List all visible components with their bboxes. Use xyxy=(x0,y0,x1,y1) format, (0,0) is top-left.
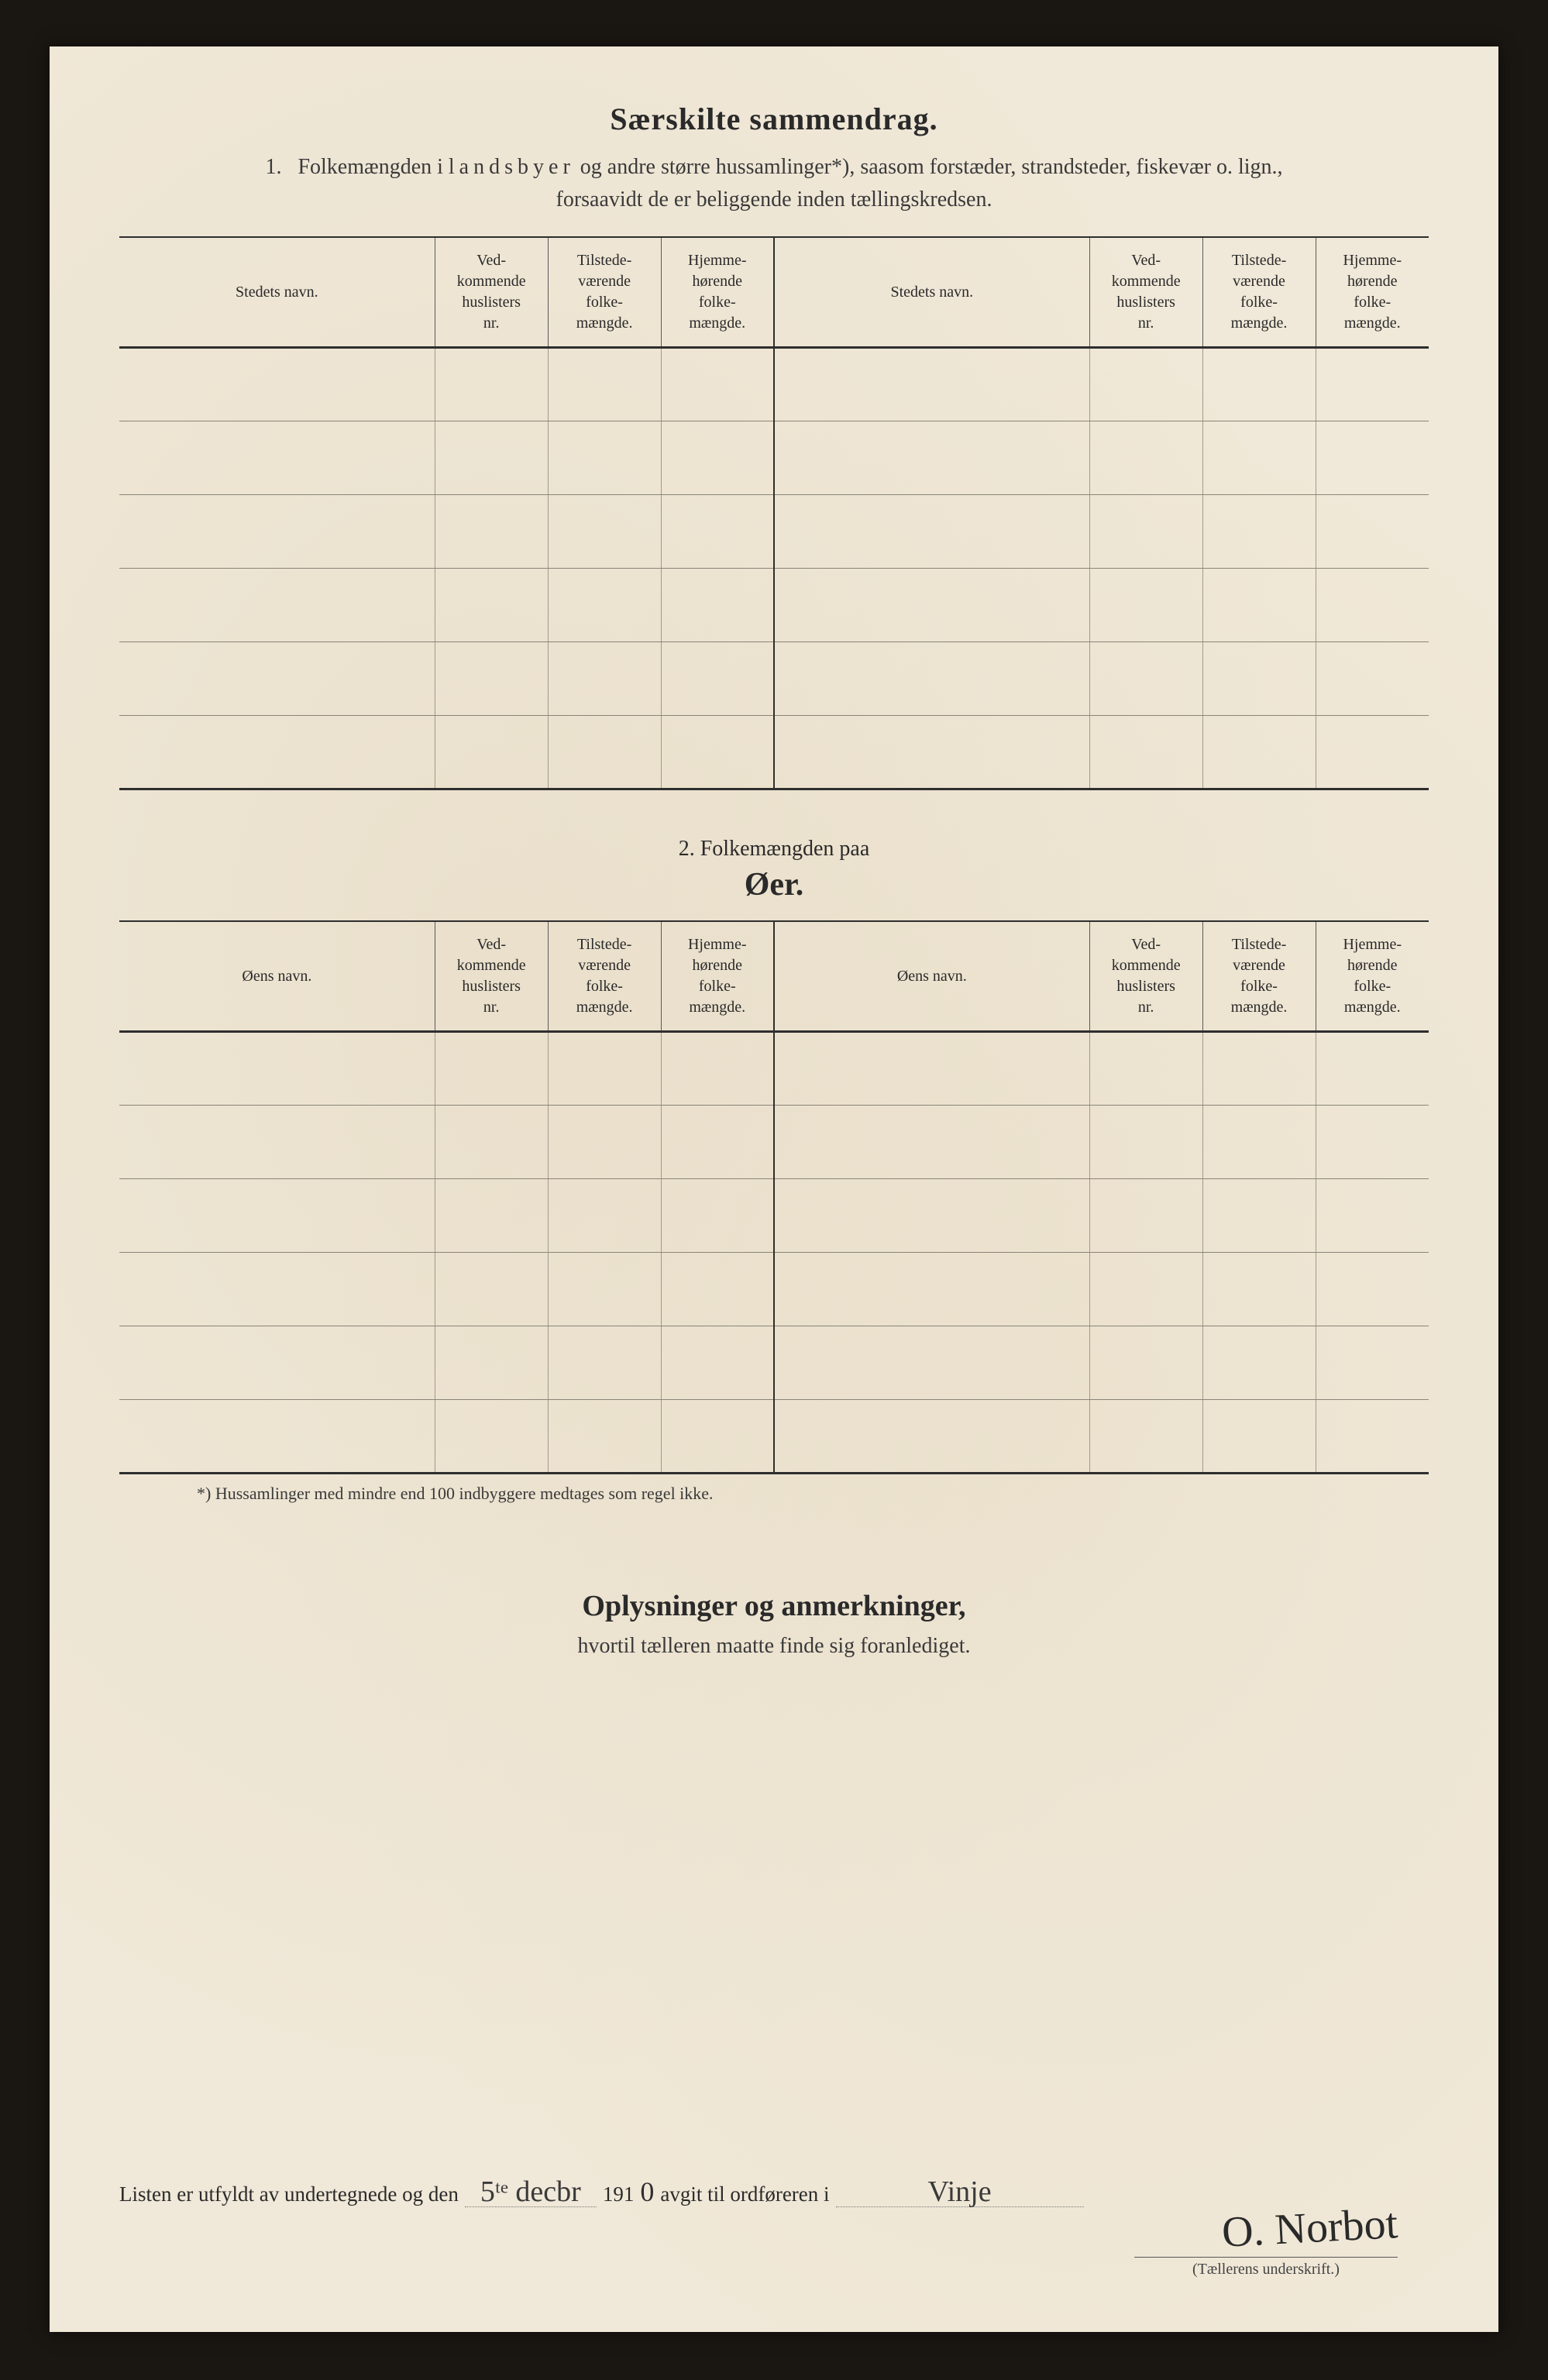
signature-line: Listen er utfyldt av undertegnede og den… xyxy=(119,2175,1429,2208)
footnote: *) Hussamlinger med mindre end 100 indby… xyxy=(119,1484,1429,1504)
page-title: Særskilte sammendrag. xyxy=(119,101,1429,137)
sig-year-print: 191 xyxy=(603,2182,635,2206)
signature-area: Listen er utfyldt av undertegnede og den… xyxy=(119,2175,1429,2208)
col-oens-navn-right: Øens navn. xyxy=(774,921,1089,1032)
remarks-heading: Oplysninger og anmerkninger, xyxy=(119,1589,1429,1623)
section1-intro: 1. Folkemængden i landsbyer og andre stø… xyxy=(119,151,1429,216)
table-row xyxy=(119,1179,1429,1253)
table-row xyxy=(119,1253,1429,1326)
col-stedets-navn-left: Stedets navn. xyxy=(119,237,435,348)
col-tilstede-left: Tilstede- værende folke- mængde. xyxy=(548,237,661,348)
section1-number: 1. xyxy=(265,151,281,184)
table-row xyxy=(119,1400,1429,1474)
col-hjemme-left-2: Hjemme- hørende folke- mængde. xyxy=(661,921,774,1032)
signature-caption: (Tællerens underskrift.) xyxy=(1134,2257,1398,2279)
section1-intro-line2: forsaavidt de er beliggende inden tællin… xyxy=(556,187,992,212)
col-huslisters-right: Ved- kommende huslisters nr. xyxy=(1089,237,1202,348)
sig-mid: avgit til ordføreren i xyxy=(660,2182,829,2206)
section1-intro-part1: Folkemængden i xyxy=(298,155,442,179)
section1-intro-spaced: landsbyer xyxy=(449,155,575,179)
table-row xyxy=(119,348,1429,421)
table-landsbyer: Stedets navn. Ved- kommende huslisters n… xyxy=(119,236,1429,790)
table-row xyxy=(119,421,1429,495)
section2-caption: 2. Folkemængden paa xyxy=(119,837,1429,862)
sig-year-written: 0 xyxy=(640,2175,654,2208)
col-hjemme-right-2: Hjemme- hørende folke- mængde. xyxy=(1316,921,1429,1032)
signature-name: O. Norbot xyxy=(1220,2199,1398,2258)
section1-intro-tail: og andre større hussamlinger*), saasom f… xyxy=(580,155,1283,179)
table-row xyxy=(119,1032,1429,1106)
scanned-form-page: Særskilte sammendrag. 1. Folkemængden i … xyxy=(50,46,1498,2332)
col-tilstede-right-2: Tilstede- værende folke- mængde. xyxy=(1202,921,1316,1032)
table-row xyxy=(119,569,1429,642)
table-oer-body xyxy=(119,1032,1429,1474)
col-huslisters-right-2: Ved- kommende huslisters nr. xyxy=(1089,921,1202,1032)
col-huslisters-left-2: Ved- kommende huslisters nr. xyxy=(435,921,548,1032)
col-tilstede-right: Tilstede- værende folke- mængde. xyxy=(1202,237,1316,348)
col-hjemme-right: Hjemme- hørende folke- mængde. xyxy=(1316,237,1429,348)
col-huslisters-left: Ved- kommende huslisters nr. xyxy=(435,237,548,348)
col-stedets-navn-right: Stedets navn. xyxy=(774,237,1089,348)
table-row xyxy=(119,716,1429,789)
table-row xyxy=(119,1326,1429,1400)
table-row xyxy=(119,642,1429,716)
table-row xyxy=(119,1106,1429,1179)
col-tilstede-left-2: Tilstede- værende folke- mængde. xyxy=(548,921,661,1032)
section2-title: Øer. xyxy=(119,866,1429,903)
sig-date-blank: 5ᵗᵉ decbr xyxy=(465,2177,597,2207)
table-oer: Øens navn. Ved- kommende huslisters nr. … xyxy=(119,920,1429,1474)
sig-place-blank: Vinje xyxy=(836,2177,1084,2207)
table-row xyxy=(119,495,1429,569)
sig-prefix: Listen er utfyldt av undertegnede og den xyxy=(119,2182,459,2206)
remarks-sub: hvortil tælleren maatte finde sig foranl… xyxy=(119,1634,1429,1659)
col-hjemme-left: Hjemme- hørende folke- mængde. xyxy=(661,237,774,348)
col-oens-navn-left: Øens navn. xyxy=(119,921,435,1032)
table-landsbyer-body xyxy=(119,348,1429,789)
